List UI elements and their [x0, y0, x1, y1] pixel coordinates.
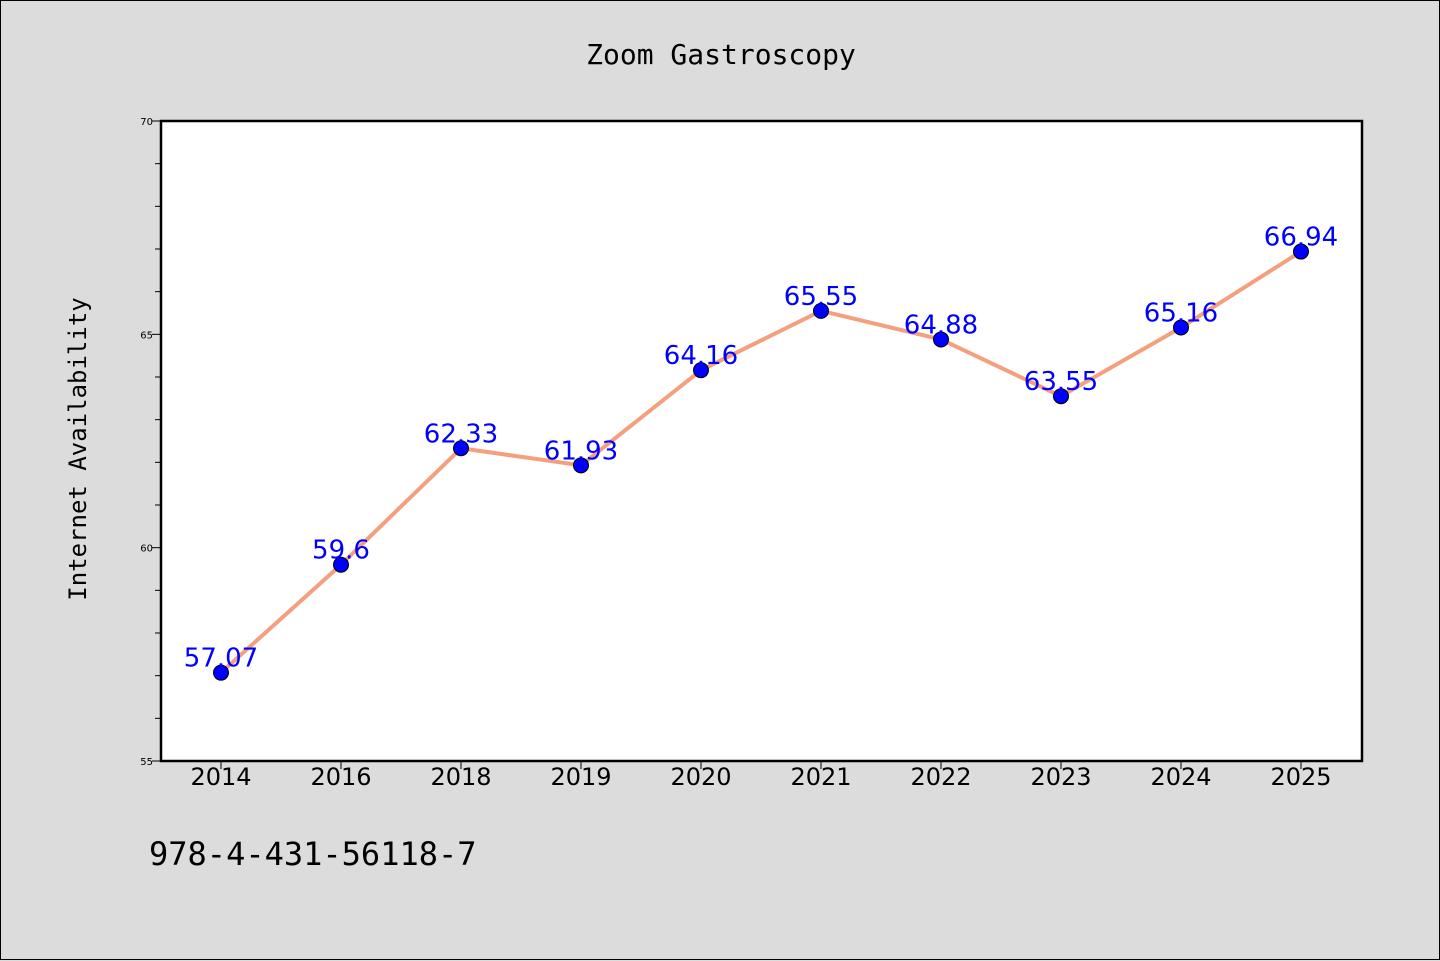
plot-border: [159, 119, 1364, 763]
series-line: [219, 249, 1303, 675]
data-point: [1053, 388, 1069, 405]
x-tick-label: 2025: [1270, 763, 1331, 791]
data-labels: 57.07 59.6 62.33 61.93 64.16 65.55 64.88 63.55 6…: [184, 223, 1338, 674]
data-label: 61.93: [544, 436, 618, 466]
x-tick-label: 2014: [190, 763, 251, 791]
data-label: 62.33: [424, 419, 498, 449]
data-label: 63.55: [1024, 367, 1098, 397]
plot-area: [161, 121, 1362, 761]
y-tick-label: 70: [140, 117, 153, 128]
x-tick-label: 2021: [790, 763, 851, 791]
data-point: [813, 302, 829, 319]
data-point: [573, 457, 589, 474]
y-axis-label: Internet Availability: [64, 297, 92, 600]
y-tick-label: 65: [140, 330, 153, 341]
data-label: 59.6: [312, 536, 370, 566]
x-ticks: 2014 2016 2018 2019 2020 2021 2022 2023 2024 2025: [190, 761, 1332, 791]
data-point: [933, 331, 949, 348]
x-tick-label: 2018: [430, 763, 491, 791]
x-tick-label: 2020: [670, 763, 731, 791]
data-point: [453, 440, 469, 457]
data-point: [213, 664, 229, 681]
data-point: [1173, 319, 1189, 336]
data-label: 65.55: [784, 282, 858, 312]
y-major-ticks: 55 60 65 70: [140, 117, 161, 768]
data-label: 64.16: [664, 341, 738, 371]
x-tick-label: 2023: [1030, 763, 1091, 791]
data-label: 64.88: [904, 310, 978, 340]
x-tick-label: 2022: [910, 763, 971, 791]
footer-code: 978-4-431-56118-7: [149, 835, 477, 873]
x-tick-label: 2024: [1150, 763, 1211, 791]
x-tick-label: 2016: [310, 763, 371, 791]
data-point: [333, 556, 349, 573]
data-label: 66.94: [1264, 223, 1338, 253]
data-point: [1293, 243, 1309, 260]
series-markers: [213, 243, 1309, 681]
data-label: 65.16: [1144, 299, 1218, 329]
data-point: [693, 362, 709, 379]
x-tick-label: 2019: [550, 763, 611, 791]
chart-title: Zoom Gastroscopy: [586, 38, 856, 71]
y-tick-label: 60: [140, 544, 153, 555]
data-label: 57.07: [184, 644, 258, 674]
y-tick-label: 55: [140, 757, 153, 768]
